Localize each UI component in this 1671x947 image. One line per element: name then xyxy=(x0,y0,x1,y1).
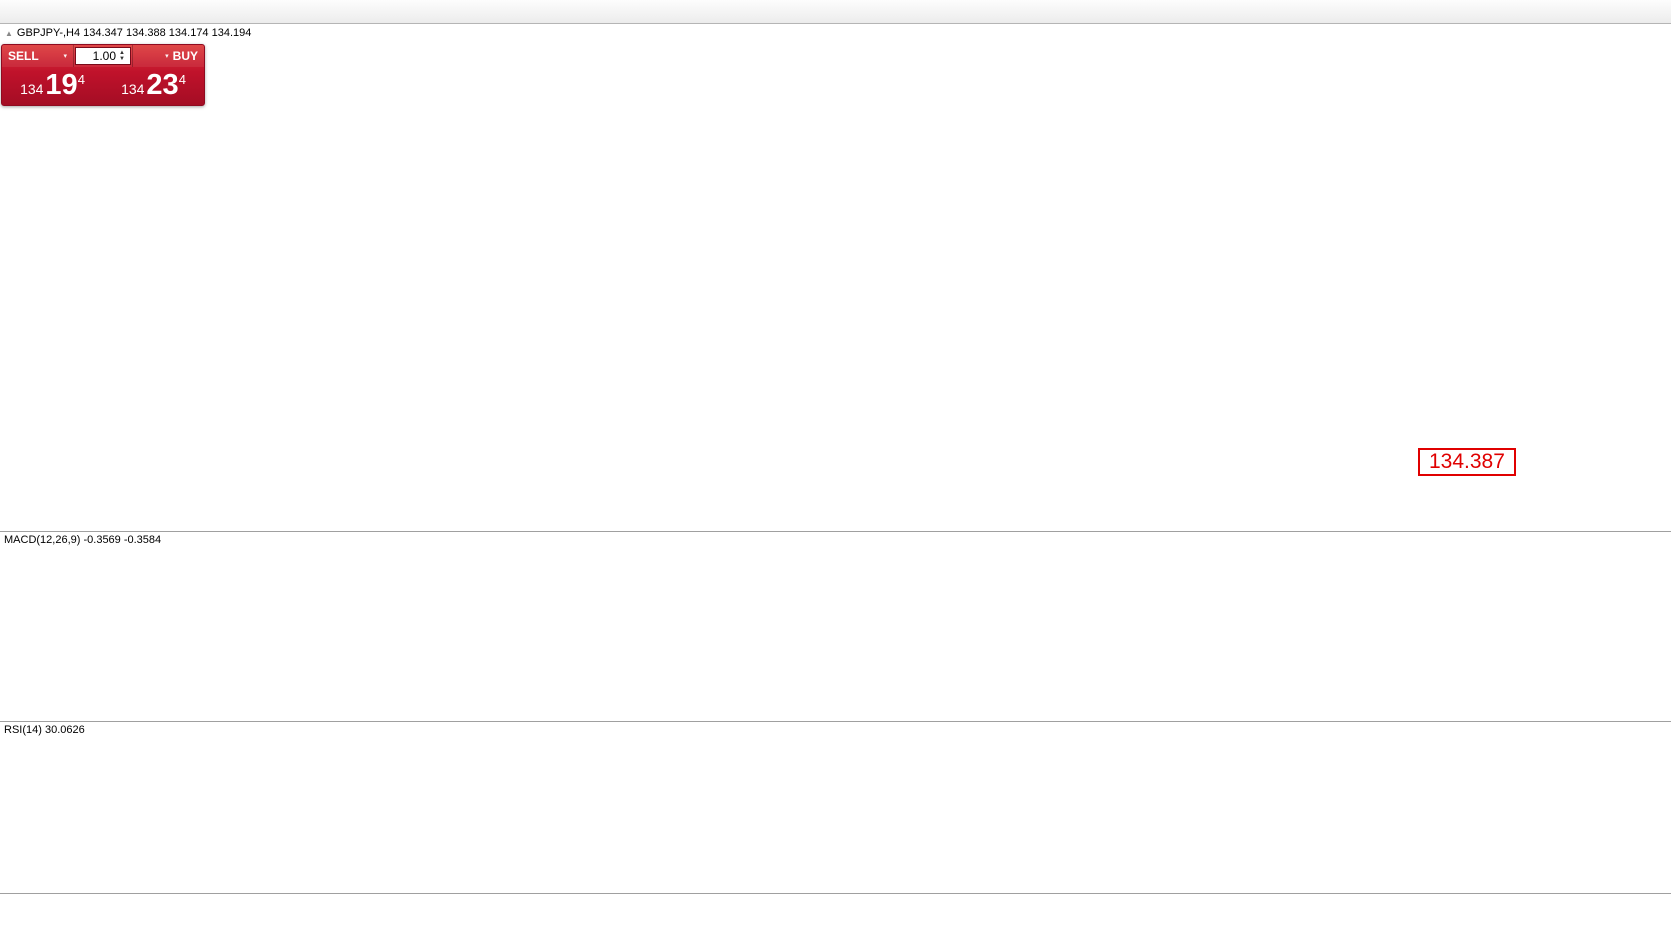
rsi-panel[interactable]: RSI(14) 30.0626 xyxy=(0,721,1671,893)
volume-input[interactable] xyxy=(78,49,116,63)
buy-price[interactable]: 134 23 4 xyxy=(103,67,204,105)
sell-price-big: 19 xyxy=(45,69,78,101)
symbol-ohlc-text: GBPJPY-,H4 134.347 134.388 134.174 134.1… xyxy=(16,27,252,39)
volume-up-icon[interactable]: ▲ xyxy=(119,50,125,56)
buy-price-sup: 4 xyxy=(178,72,186,87)
time-axis[interactable] xyxy=(0,893,1671,911)
toolbar xyxy=(0,0,1671,24)
macd-chart[interactable] xyxy=(0,532,1671,722)
price-chart-panel[interactable]: ▲ GBPJPY-,H4 134.347 134.388 134.174 134… xyxy=(0,24,1671,531)
rsi-chart[interactable] xyxy=(0,722,1671,894)
buy-label: BUY xyxy=(172,49,198,63)
buy-price-big: 23 xyxy=(146,69,179,101)
volume-down-icon[interactable]: ▼ xyxy=(119,56,125,62)
buy-price-small: 134 xyxy=(121,81,145,97)
volume-cell: ▲ ▼ xyxy=(74,45,132,67)
sell-price[interactable]: 134 19 4 xyxy=(2,67,103,105)
sell-button[interactable]: SELL ▾ xyxy=(2,45,74,67)
sell-caret-icon[interactable]: ▾ xyxy=(63,53,67,60)
one-click-trading-panel: SELL ▾ ▲ ▼ ▾ BUY xyxy=(1,44,205,106)
buy-caret-icon[interactable]: ▾ xyxy=(165,53,169,60)
price-callout-label[interactable]: 134.387 xyxy=(1418,448,1516,476)
sell-price-small: 134 xyxy=(20,81,44,97)
symbol-info: ▲ GBPJPY-,H4 134.347 134.388 134.174 134… xyxy=(5,27,251,39)
rsi-label: RSI(14) 30.0626 xyxy=(4,724,85,736)
chart-marker-icon: ▲ xyxy=(5,28,13,38)
sell-label: SELL xyxy=(8,49,39,63)
sell-price-sup: 4 xyxy=(77,72,85,87)
buy-button[interactable]: ▾ BUY xyxy=(132,45,204,67)
macd-panel[interactable]: MACD(12,26,9) -0.3569 -0.3584 xyxy=(0,531,1671,721)
macd-label: MACD(12,26,9) -0.3569 -0.3584 xyxy=(4,534,162,546)
